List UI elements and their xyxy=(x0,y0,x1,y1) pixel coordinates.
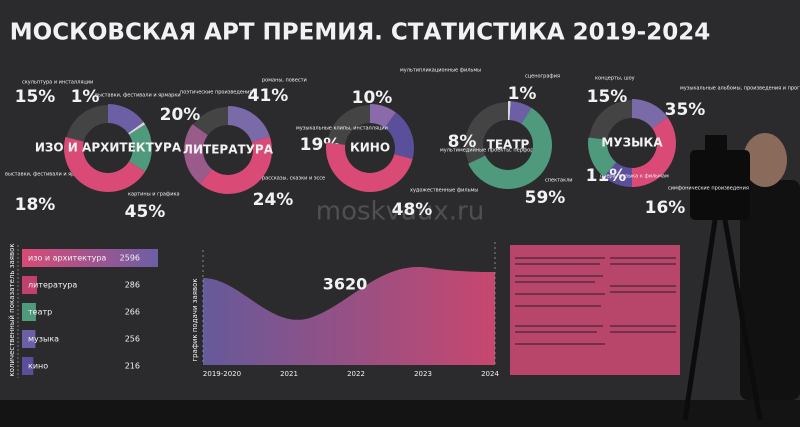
ranking-axis-label: количественный показатель заявок xyxy=(8,243,16,376)
donut-segment xyxy=(129,124,152,172)
ranking-bar xyxy=(22,249,158,267)
donut-segment xyxy=(128,122,146,135)
donut-segment xyxy=(199,136,272,195)
segment-percent: 11% xyxy=(586,166,627,186)
timeline-x-label: 2021 xyxy=(280,370,298,378)
segment-percent: 18% xyxy=(15,195,56,215)
donut-name: ЛИТЕРАТУРА xyxy=(183,143,274,157)
segment-label: музыкальные клипы, инсталляции xyxy=(296,126,388,132)
donut-name: ИЗО И АРХИТЕКТУРА xyxy=(35,141,182,155)
segment-percent: 15% xyxy=(587,87,628,107)
segment-percent: 45% xyxy=(125,202,166,222)
ranking-name: изо и архитектура xyxy=(28,254,106,263)
segment-label: мультипликационные фильмы xyxy=(400,68,481,74)
ranking-bar xyxy=(22,276,37,294)
segment-percent: 41% xyxy=(248,86,289,106)
segment-label: выставки, фестивали и ярмарки xyxy=(5,172,91,178)
timeline-x-label: 2022 xyxy=(347,370,365,378)
segment-percent: 24% xyxy=(253,190,294,210)
timeline-peak: 3620 xyxy=(323,275,368,294)
segment-label: рассказы, сказки и эссе xyxy=(262,176,325,182)
donut-segment xyxy=(326,142,413,192)
donut-name: КИНО xyxy=(350,141,390,155)
segment-percent: 16% xyxy=(645,198,686,218)
segment-label: сценография xyxy=(525,74,560,80)
segment-label: музыкальные альбомы, произведения и прог… xyxy=(680,86,800,92)
donut-segment xyxy=(468,107,552,190)
ranking-name: литература xyxy=(28,281,77,290)
ranking-name: театр xyxy=(28,308,52,317)
segment-label: мультимедийные проекты, перформансы xyxy=(440,147,550,154)
segment-label: картины и графика xyxy=(128,192,180,198)
timeline-x-label: 2024 xyxy=(481,370,499,378)
segment-label: художественные фильмы xyxy=(410,188,478,194)
ranking-value: 286 xyxy=(125,281,140,290)
timeline-title: график подачи заявок xyxy=(191,278,199,361)
donut-segment xyxy=(632,117,676,187)
segment-percent: 1% xyxy=(71,87,100,107)
info-panel xyxy=(510,245,680,375)
ranking-name: кино xyxy=(28,362,48,371)
donut-segment xyxy=(228,106,270,143)
timeline-x-label: 2019-2020 xyxy=(203,370,241,378)
segment-label: опера, музыка к фильмам xyxy=(600,174,669,180)
segment-percent: 8% xyxy=(448,132,477,152)
ranking-value: 216 xyxy=(125,362,140,371)
timeline-area xyxy=(202,242,496,365)
donut-name: МУЗЫКА xyxy=(601,136,663,150)
segment-label: выставки, фестивали и ярмарки xyxy=(95,93,181,99)
segment-percent: 10% xyxy=(352,88,393,108)
camera-operator xyxy=(682,133,800,421)
donut-segment xyxy=(508,101,511,121)
ranking-value: 266 xyxy=(125,308,140,317)
donut-segment xyxy=(588,137,617,177)
ranking-name: музыка xyxy=(28,335,59,344)
segment-percent: 48% xyxy=(392,200,433,220)
ranking-bar xyxy=(22,357,34,375)
segment-percent: 59% xyxy=(525,188,566,208)
watermark: moskvaux.ru xyxy=(316,197,484,227)
donut-segment xyxy=(183,124,213,184)
donut-segment xyxy=(384,112,414,159)
segment-percent: 20% xyxy=(160,105,201,125)
segment-label: спектакли xyxy=(545,178,573,184)
ranking-bar xyxy=(22,330,36,348)
segment-label: симфонические произведения xyxy=(668,186,749,192)
title: МОСКОВСКАЯ АРТ ПРЕМИЯ. СТАТИСТИКА 2019-2… xyxy=(10,20,710,46)
timeline-x-label: 2023 xyxy=(414,370,432,378)
donut-segment xyxy=(370,104,396,128)
segment-percent: 1% xyxy=(508,84,537,104)
donut-segment xyxy=(63,137,146,193)
donut-segment xyxy=(603,162,632,187)
ranking-bar xyxy=(22,303,36,321)
segment-label: романы, повести xyxy=(262,78,307,84)
segment-label: скульптура и инсталляции xyxy=(22,80,93,86)
donut-segment xyxy=(632,99,668,129)
info-lines xyxy=(515,257,676,345)
ranking-value: 2596 xyxy=(120,254,140,263)
donut-name: ТЕАТР xyxy=(487,138,530,152)
segment-label: поэтические произведения xyxy=(180,90,252,96)
segment-percent: 15% xyxy=(15,87,56,107)
segment-percent: 35% xyxy=(665,100,706,120)
ranking-value: 256 xyxy=(125,335,140,344)
segment-label: концерты, шоу xyxy=(595,76,635,82)
donut-segment xyxy=(108,104,144,134)
donut-segment xyxy=(509,101,532,124)
floor xyxy=(0,400,800,427)
